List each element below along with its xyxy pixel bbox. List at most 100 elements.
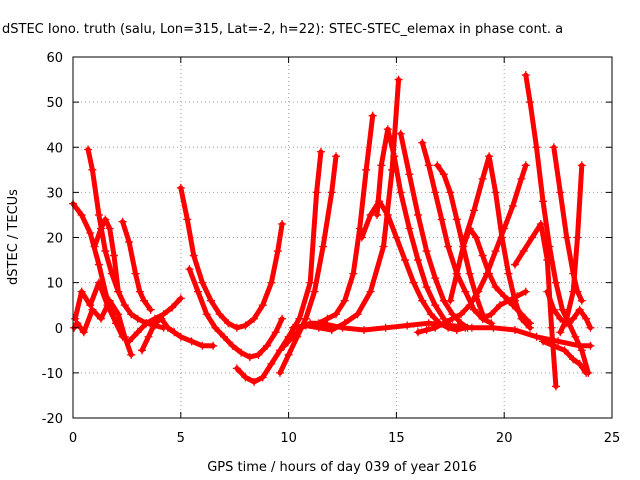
- x-tick-label: 15: [388, 431, 405, 446]
- data-point: [457, 310, 466, 319]
- data-point: [338, 323, 347, 332]
- data-point: [556, 314, 565, 323]
- data-point: [504, 296, 513, 305]
- data-point: [510, 260, 519, 269]
- series-trace: [419, 140, 494, 326]
- data-point: [571, 332, 580, 341]
- data-point: [470, 305, 479, 314]
- data-point: [472, 233, 481, 242]
- data-point: [401, 256, 410, 265]
- data-series: [521, 71, 593, 377]
- data-point: [94, 210, 103, 219]
- data-point: [549, 305, 558, 314]
- data-point: [424, 319, 433, 328]
- data-point: [403, 321, 412, 330]
- data-point: [539, 197, 548, 206]
- data-point: [133, 314, 142, 323]
- data-point: [495, 301, 504, 310]
- data-point: [379, 242, 388, 251]
- series-trace: [434, 162, 486, 317]
- data-point: [94, 260, 103, 269]
- data-point: [560, 346, 569, 355]
- data-series: [413, 161, 530, 337]
- data-point: [314, 323, 323, 332]
- data-point: [109, 251, 118, 260]
- data-point: [271, 328, 280, 337]
- data-point: [118, 217, 127, 226]
- x-tick-label: 25: [604, 431, 621, 446]
- data-point: [396, 188, 405, 197]
- data-point: [176, 294, 185, 303]
- series-trace: [447, 226, 533, 326]
- data-point: [439, 170, 448, 179]
- data-point: [101, 215, 110, 224]
- data-series: [125, 294, 185, 346]
- data-point: [446, 296, 455, 305]
- data-point: [77, 210, 86, 219]
- data-point: [275, 346, 284, 355]
- data-point: [543, 287, 552, 296]
- data-point: [569, 314, 578, 323]
- data-point: [478, 251, 487, 260]
- data-point: [118, 332, 127, 341]
- data-point: [224, 319, 233, 328]
- data-point: [478, 174, 487, 183]
- data-point: [362, 165, 371, 174]
- data-point: [390, 152, 399, 161]
- data-point: [241, 373, 250, 382]
- data-point: [491, 247, 500, 256]
- data-point: [551, 278, 560, 287]
- data-point: [163, 323, 172, 332]
- data-point: [77, 287, 86, 296]
- data-point: [168, 303, 177, 312]
- data-point: [554, 337, 563, 346]
- data-point: [316, 147, 325, 156]
- data-point: [463, 323, 472, 332]
- data-point: [508, 201, 517, 210]
- data-point: [140, 296, 149, 305]
- data-point: [508, 301, 517, 310]
- data-series: [185, 265, 287, 362]
- data-point: [88, 305, 97, 314]
- data-point: [549, 143, 558, 152]
- data-point: [424, 161, 433, 170]
- data-point: [198, 278, 207, 287]
- data-point: [254, 350, 263, 359]
- data-point: [396, 129, 405, 138]
- data-point: [114, 310, 123, 319]
- x-tick-label: 0: [69, 431, 77, 446]
- data-point: [114, 287, 123, 296]
- data-point: [97, 314, 106, 323]
- data-point: [301, 321, 310, 330]
- data-point: [448, 314, 457, 323]
- data-point: [569, 355, 578, 364]
- data-point: [487, 319, 496, 328]
- series-trace: [540, 338, 589, 376]
- data-point: [383, 125, 392, 134]
- data-point: [86, 228, 95, 237]
- data-point: [105, 224, 114, 233]
- data-point: [504, 269, 513, 278]
- data-series: [396, 129, 472, 332]
- data-point: [472, 292, 481, 301]
- data-point: [176, 332, 185, 341]
- data-point: [120, 301, 129, 310]
- data-point: [409, 278, 418, 287]
- data-point: [237, 348, 246, 357]
- data-point: [71, 314, 80, 323]
- data-series: [70, 296, 136, 359]
- data-point: [446, 188, 455, 197]
- y-tick-label: 10: [46, 277, 63, 292]
- data-point: [485, 269, 494, 278]
- data-point: [586, 323, 595, 332]
- data-point: [491, 283, 500, 292]
- data-point: [103, 301, 112, 310]
- data-point: [187, 337, 196, 346]
- data-point: [426, 310, 435, 319]
- data-point: [94, 278, 103, 287]
- data-point: [206, 296, 215, 305]
- data-point: [526, 319, 535, 328]
- data-point: [521, 161, 530, 170]
- data-point: [521, 287, 530, 296]
